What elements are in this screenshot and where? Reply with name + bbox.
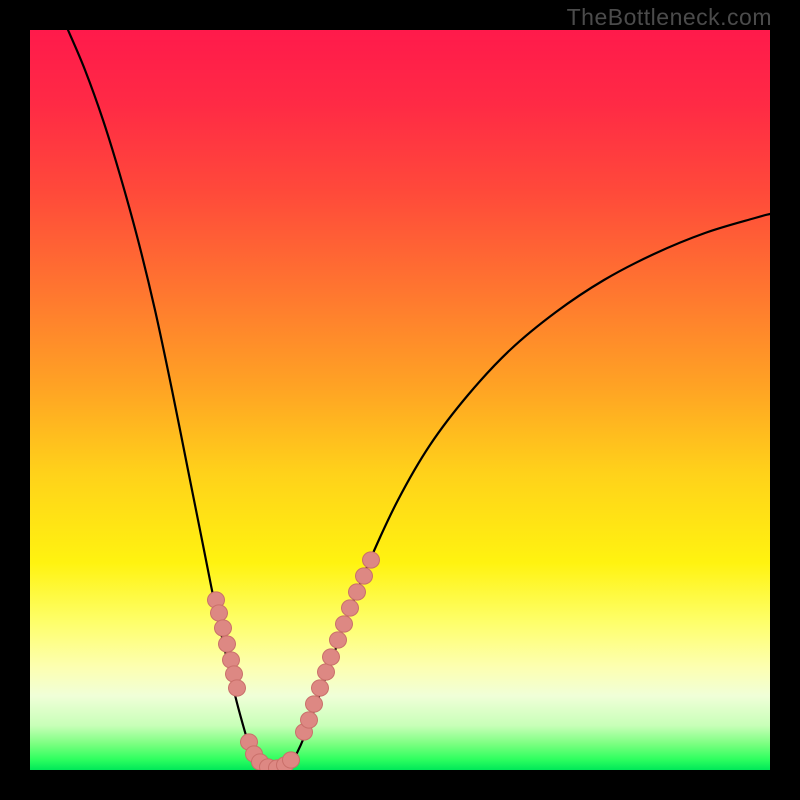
data-marker: [306, 696, 323, 712]
data-marker: [336, 616, 353, 632]
data-marker: [349, 584, 366, 600]
data-marker: [363, 552, 380, 568]
data-marker: [323, 649, 340, 665]
chart-stage: TheBottleneck.com: [0, 0, 800, 800]
data-marker: [342, 600, 359, 616]
data-marker: [226, 666, 243, 682]
chart-svg-layer: [0, 0, 800, 800]
bottleneck-curve: [68, 30, 770, 770]
data-marker: [301, 712, 318, 728]
marker-cluster-left: [208, 592, 246, 696]
data-marker: [229, 680, 246, 696]
data-marker: [219, 636, 236, 652]
marker-cluster-valley: [241, 734, 300, 776]
data-marker: [211, 605, 228, 621]
marker-cluster-right: [296, 552, 380, 740]
data-marker: [215, 620, 232, 636]
data-marker: [318, 664, 335, 680]
data-marker: [283, 752, 300, 768]
data-marker: [312, 680, 329, 696]
data-marker: [330, 632, 347, 648]
data-marker: [356, 568, 373, 584]
data-marker: [223, 652, 240, 668]
watermark-text: TheBottleneck.com: [567, 4, 772, 31]
